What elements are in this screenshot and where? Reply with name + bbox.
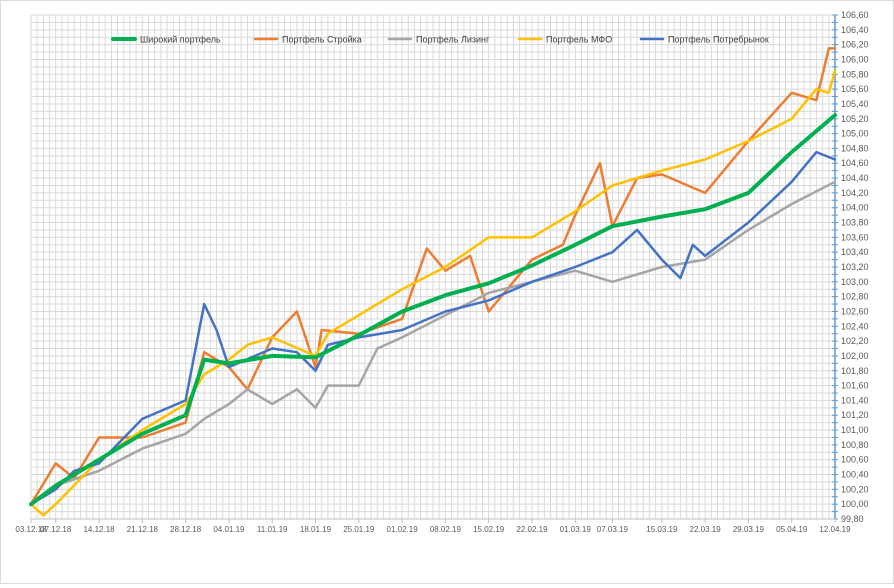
legend-label: Широкий портфель — [140, 35, 221, 45]
x-tick-label: 08.02.19 — [430, 525, 462, 534]
legend: Широкий портфель Портфель Стройка Портфель… — [111, 35, 769, 45]
gridlines — [30, 14, 836, 520]
series-line-3 — [29, 180, 837, 506]
y-tick-label: 103,60 — [841, 232, 869, 242]
y-tick-label: 104,60 — [841, 158, 869, 168]
y-tick-label: 106,20 — [841, 40, 869, 50]
x-tick-label: 05.04.19 — [776, 525, 808, 534]
series-lines — [29, 47, 837, 517]
y-tick-label: 103,80 — [841, 218, 869, 228]
x-tick-label: 14.12.18 — [83, 525, 115, 534]
x-tick-label: 22.02.19 — [516, 525, 548, 534]
x-tick-label: 22.03.19 — [690, 525, 722, 534]
legend-item: Портфель Стройка — [253, 35, 362, 45]
x-tick-label: 25.01.19 — [343, 525, 375, 534]
legend-item: Широкий портфель — [111, 35, 221, 45]
y-tick-label: 106,00 — [841, 54, 869, 64]
y-tick-label: 100,80 — [841, 440, 869, 450]
series-line-4 — [29, 69, 837, 517]
y-tick-label: 104,20 — [841, 188, 869, 198]
y-tick-label: 105,40 — [841, 99, 869, 109]
legend-label: Портфель Лизинг — [416, 35, 490, 45]
y-tick-label: 100,00 — [841, 499, 869, 509]
y-tick-label: 102,20 — [841, 336, 869, 346]
x-tick-label: 04.01.19 — [213, 525, 245, 534]
y-tick-label: 101,60 — [841, 381, 869, 391]
x-tick-label: 01.03.19 — [560, 525, 592, 534]
y-tick-label: 103,40 — [841, 247, 869, 257]
y-tick-label: 106,40 — [841, 25, 869, 35]
legend-item: Портфель Потребрынок — [639, 35, 769, 45]
y-tick-label: 100,60 — [841, 455, 869, 465]
x-tick-label: 15.02.19 — [473, 525, 505, 534]
y-tick-label: 102,60 — [841, 306, 869, 316]
legend-item: Портфель МФО — [517, 35, 612, 45]
y-tick-label: 104,80 — [841, 143, 869, 153]
y-tick-label: 105,00 — [841, 129, 869, 139]
series-line-5 — [29, 150, 837, 506]
y-tick-label: 103,20 — [841, 262, 869, 272]
y-tick-label: 105,60 — [841, 84, 869, 94]
x-tick-label: 07.03.19 — [597, 525, 629, 534]
y-tick-label: 106,60 — [841, 10, 869, 20]
legend-label: Портфель Потребрынок — [668, 35, 769, 45]
x-tick-label: 21.12.18 — [127, 525, 159, 534]
y-tick-label: 105,80 — [841, 69, 869, 79]
y-tick-label: 102,00 — [841, 351, 869, 361]
x-tick-label: 28.12.18 — [170, 525, 202, 534]
x-tick-label: 07.12.18 — [40, 525, 72, 534]
x-tick-label: 29.03.19 — [733, 525, 765, 534]
y-tick-label: 102,40 — [841, 321, 869, 331]
y-tick-label: 100,20 — [841, 484, 869, 494]
y-tick-label: 105,20 — [841, 114, 869, 124]
x-tick-label: 18.01.19 — [300, 525, 332, 534]
axes: 99,80 100,00 100,20 100,40 100,60 100,80 101,0… — [15, 10, 868, 534]
legend-label: Портфель МФО — [546, 35, 612, 45]
legend-label: Портфель Стройка — [282, 35, 362, 45]
y-tick-label: 99,80 — [841, 514, 864, 524]
series-line-1 — [29, 113, 837, 507]
y-tick-label: 102,80 — [841, 292, 869, 302]
y-tick-label: 103,00 — [841, 277, 869, 287]
y-tick-label: 101,80 — [841, 366, 869, 376]
y-tick-label: 101,00 — [841, 425, 869, 435]
x-tick-label: 01.02.19 — [387, 525, 419, 534]
x-tick-label: 03.12.18 — [15, 525, 47, 534]
y-tick-label: 104,00 — [841, 203, 869, 213]
legend-item: Портфель Лизинг — [387, 35, 490, 45]
y-tick-label: 100,40 — [841, 470, 869, 480]
x-tick-label: 11.01.19 — [257, 525, 288, 534]
x-tick-label: 15.03.19 — [646, 525, 678, 534]
y-tick-label: 101,40 — [841, 395, 869, 405]
y-tick-label: 101,20 — [841, 410, 869, 420]
y-tick-label: 104,40 — [841, 173, 869, 183]
x-tick-label: 12.04.19 — [819, 525, 851, 534]
